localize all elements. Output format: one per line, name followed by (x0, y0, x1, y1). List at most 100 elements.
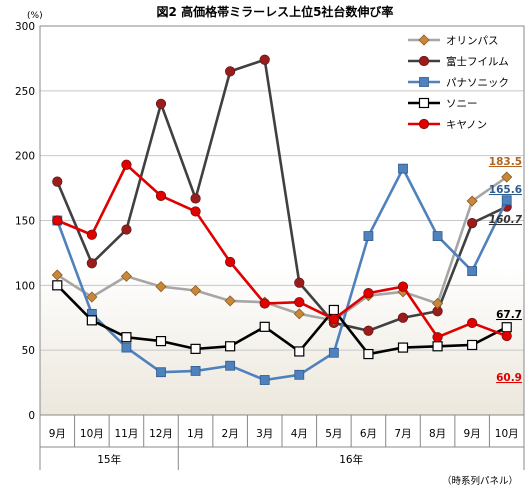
data-point (294, 297, 305, 308)
x-tick-label: 4月 (291, 428, 308, 440)
data-point (259, 375, 270, 385)
data-point (418, 118, 430, 130)
data-point (432, 231, 443, 241)
data-point (190, 366, 201, 376)
data-point (121, 342, 132, 353)
x-tick-label: 6月 (360, 428, 377, 440)
data-point (121, 224, 132, 235)
legend-label: ソニー (446, 98, 478, 110)
data-point (419, 77, 429, 87)
axes: 0 50 100 150 200 250 300 9月 10月 11月 12月 1月 2月 3月 4月 5月 6… (15, 21, 525, 470)
data-point (155, 281, 167, 293)
data-point (86, 229, 97, 240)
data-point (225, 66, 236, 77)
x-tick-label: 3月 (256, 428, 273, 440)
data-point (294, 277, 305, 288)
x-tick-label: 9月 (49, 428, 66, 440)
data-point (418, 97, 430, 109)
x-tick-label: 8月 (429, 428, 446, 440)
data-point (86, 291, 98, 303)
data-point (86, 315, 97, 326)
year-label: 16年 (339, 453, 363, 466)
y-tick-label: 50 (22, 345, 35, 357)
data-point (156, 367, 166, 378)
data-point (155, 190, 167, 201)
chart-title: 図2 高価格帯ミラーレス上位5社台数伸び率 (157, 4, 394, 19)
data-point (418, 55, 430, 67)
data-point (328, 313, 339, 325)
y-tick-label: 250 (15, 86, 35, 98)
end-value-label: 67.7 (496, 309, 522, 321)
series-1 (52, 54, 512, 336)
series-0 (51, 171, 513, 326)
data-point (501, 171, 513, 183)
end-value-label: 160.7 (489, 214, 523, 226)
x-tick-label: 10月 (80, 428, 104, 440)
y-tick-label: 100 (15, 280, 35, 292)
y-tick-label: 300 (15, 21, 35, 33)
data-point (467, 317, 478, 329)
x-tick-label: 2月 (222, 428, 239, 440)
data-point (363, 325, 374, 336)
legend-entry: キヤノン (408, 118, 487, 131)
data-point (86, 258, 97, 269)
data-point (120, 270, 132, 282)
end-value-label: 165.6 (489, 184, 522, 196)
data-point (121, 159, 132, 170)
data-point (467, 339, 478, 351)
x-tick-label: 9月 (464, 428, 481, 440)
series-line (56, 163, 508, 339)
y-tick-label: 150 (15, 216, 35, 228)
legend-entry: ソニー (408, 97, 478, 110)
x-tick-label: 5月 (325, 428, 342, 440)
data-point (432, 332, 443, 343)
y-axis-unit: (%) (27, 11, 43, 21)
series-3 (52, 280, 512, 360)
legend-entry: パナソニック (408, 77, 509, 89)
data-point (51, 269, 63, 281)
series-line (56, 284, 508, 356)
series-2 (52, 163, 512, 385)
legend-entry: オリンパス (408, 34, 499, 47)
data-point (501, 322, 512, 333)
data-point (501, 195, 512, 206)
x-tick-label: 7月 (394, 428, 411, 440)
data-point (52, 176, 63, 187)
data-point (294, 369, 305, 380)
data-point (467, 266, 478, 276)
data-point (501, 330, 512, 342)
data-point (190, 193, 201, 204)
year-label: 15年 (97, 453, 121, 466)
series-line (56, 175, 508, 322)
legend-label: オリンパス (446, 35, 499, 47)
data-point (363, 348, 374, 360)
data-point (52, 280, 63, 291)
data-point (294, 346, 305, 357)
x-tick-label: 10月 (495, 428, 519, 440)
end-value-label: 183.5 (489, 156, 522, 168)
x-tick-label: 1月 (187, 428, 204, 440)
data-point (397, 312, 409, 323)
chart-note: （時系列パネル） (442, 475, 518, 487)
legend-label: パナソニック (446, 77, 509, 89)
data-point (467, 217, 478, 229)
legend-label: キヤノン (446, 119, 487, 131)
data-point (121, 332, 132, 343)
data-point (259, 321, 270, 332)
data-point (398, 163, 408, 174)
data-point (155, 335, 167, 347)
data-point (225, 360, 236, 371)
series-line (56, 58, 508, 333)
data-point (225, 256, 236, 268)
data-point (190, 343, 201, 354)
data-point (155, 98, 167, 109)
series-4 (52, 159, 512, 343)
data-point (259, 298, 270, 309)
data-point (52, 215, 63, 226)
legend-label: 富士フイルム (446, 55, 509, 68)
data-point (293, 308, 305, 320)
y-tick-label: 200 (15, 151, 35, 163)
data-point (328, 347, 339, 358)
end-labels: 183.5 160.7 165.6 67.7 60.9 (489, 156, 523, 384)
